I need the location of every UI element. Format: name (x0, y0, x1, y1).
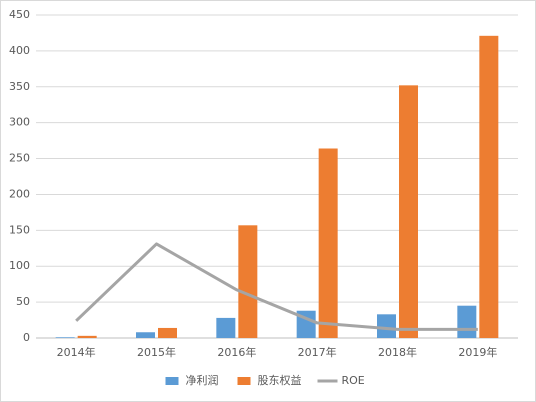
y-tick-label: 250 (9, 152, 30, 165)
y-tick-label: 150 (9, 223, 30, 236)
y-tick-label: 450 (9, 8, 30, 21)
y-tick-label: 200 (9, 187, 30, 200)
x-tick-label: 2014年 (57, 345, 96, 359)
legend-swatch (165, 377, 179, 385)
y-tick-label: 50 (16, 295, 30, 308)
bar (399, 85, 418, 338)
bar (216, 317, 236, 338)
bar (55, 337, 75, 338)
x-tick-label: 2015年 (137, 345, 176, 359)
bar (457, 305, 477, 338)
y-tick-label: 100 (9, 259, 30, 272)
legend-label: 净利润 (186, 373, 219, 387)
y-tick-label: 350 (9, 80, 30, 93)
bar (318, 148, 338, 338)
y-tick-label: 400 (9, 44, 30, 57)
y-tick-label: 0 (23, 331, 30, 344)
legend-label: ROE (342, 374, 365, 387)
bar (136, 332, 155, 338)
bar (238, 225, 258, 338)
x-tick-label: 2018年 (378, 345, 417, 359)
legend-swatch (237, 377, 251, 385)
x-tick-label: 2017年 (298, 345, 337, 359)
legend-label: 股东权益 (258, 373, 302, 387)
y-tick-label: 300 (9, 116, 30, 129)
x-tick-label: 2016年 (217, 345, 256, 359)
bar (158, 327, 177, 338)
bar (479, 35, 499, 339)
x-tick-label: 2019年 (458, 345, 497, 359)
bar (77, 335, 97, 338)
bar (377, 314, 396, 338)
line (75, 242, 478, 331)
